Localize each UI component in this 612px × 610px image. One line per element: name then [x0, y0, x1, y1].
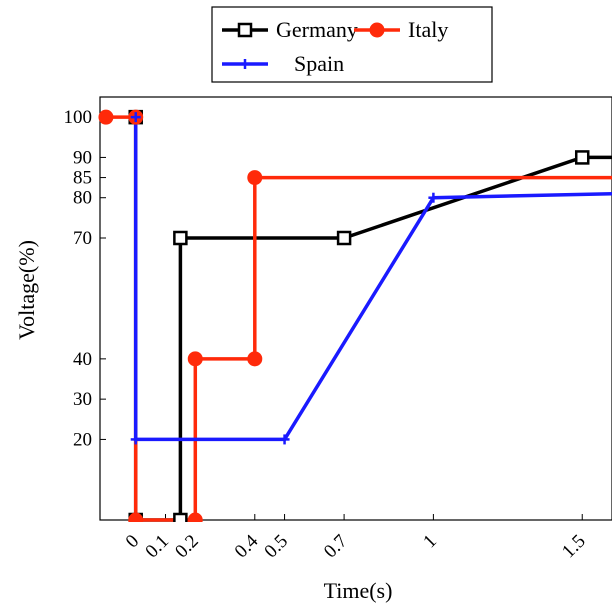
series-markers — [99, 110, 588, 527]
legend-label: Spain — [294, 51, 344, 76]
y-tick-label: 100 — [64, 107, 93, 128]
legend-marker — [370, 23, 384, 37]
x-tick-label: 0.4 — [231, 530, 263, 562]
legend: Germany Italy Spain — [212, 7, 492, 82]
y-tick-label: 20 — [73, 429, 92, 450]
x-tick-label: 0.5 — [260, 531, 292, 563]
plot-frame — [100, 97, 612, 520]
x-tick-label: 0.2 — [171, 531, 203, 563]
x-tick-label: 0.7 — [320, 531, 352, 563]
series-line-spain — [136, 117, 612, 439]
data-point-italy — [129, 513, 143, 527]
x-axis-label: Time(s) — [324, 578, 393, 603]
data-point-spain — [131, 434, 141, 444]
y-tick-label: 85 — [73, 168, 92, 189]
y-tick-label: 40 — [73, 349, 92, 370]
x-tick-label: 0 — [122, 531, 144, 553]
y-tick-label: 30 — [73, 389, 92, 410]
data-point-italy — [99, 110, 113, 124]
x-tick-label: 1 — [419, 531, 441, 553]
legend-marker — [239, 24, 251, 36]
data-point-germany — [174, 514, 186, 526]
data-point-germany — [174, 232, 186, 244]
y-axis-label: Voltage(%) — [14, 240, 39, 340]
data-point-italy — [248, 171, 262, 185]
legend-label: Italy — [408, 17, 448, 42]
series-lines — [106, 117, 612, 520]
x-tick-label: 0.1 — [141, 531, 173, 563]
data-point-italy — [188, 513, 202, 527]
data-point-italy — [248, 352, 262, 366]
x-tick-label: 1.5 — [558, 531, 590, 563]
data-point-germany — [338, 232, 350, 244]
y-tick-label: 90 — [73, 147, 92, 168]
y-tick-label: 80 — [73, 188, 92, 209]
y-tick-label: 70 — [73, 228, 92, 249]
legend-label: Germany — [276, 17, 358, 42]
data-point-germany — [576, 151, 588, 163]
data-point-italy — [188, 352, 202, 366]
